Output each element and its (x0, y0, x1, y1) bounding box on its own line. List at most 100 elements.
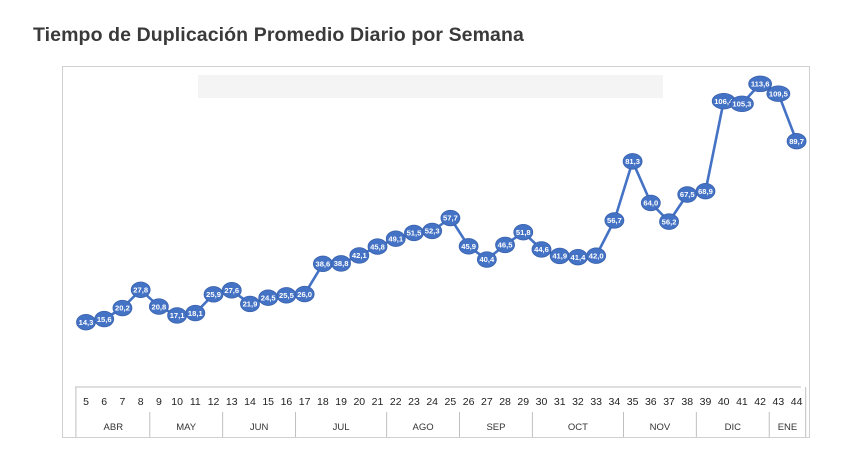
x-tick-label: 17 (299, 396, 311, 408)
data-label: 20,2 (115, 304, 130, 313)
data-point (203, 286, 224, 303)
x-tick-label: 37 (663, 396, 675, 408)
data-label: 27,6 (224, 286, 239, 295)
data-label: 25,5 (279, 291, 295, 300)
data-label: 67,5 (680, 190, 696, 199)
x-tick-label: 42 (754, 396, 766, 408)
data-label: 18,1 (188, 309, 204, 318)
x-tick-label: 20 (353, 396, 365, 408)
x-tick-label: 12 (208, 396, 220, 408)
x-tick-label: 10 (171, 396, 183, 408)
data-point (240, 295, 260, 313)
data-point (640, 194, 661, 212)
month-label: MAY (176, 422, 197, 433)
data-point (331, 255, 351, 272)
data-label: 41,9 (552, 252, 567, 261)
data-label: 109,5 (769, 89, 789, 98)
x-tick-label: 8 (138, 396, 144, 408)
data-point (349, 247, 370, 264)
data-label: 41,4 (571, 253, 587, 262)
data-point (695, 182, 716, 200)
data-label: 45,8 (370, 242, 385, 251)
data-label: 57,7 (443, 214, 458, 223)
data-label: 49,1 (388, 234, 404, 243)
data-label: 21,9 (243, 300, 258, 309)
series-line (85, 82, 798, 324)
x-tick-label: 15 (262, 396, 274, 408)
month-label: JUN (250, 422, 269, 433)
data-point (294, 285, 315, 303)
x-tick-label: 32 (572, 396, 584, 408)
data-point (130, 281, 151, 298)
data-point (476, 251, 497, 268)
data-point (659, 213, 679, 230)
month-label: JUL (333, 422, 350, 433)
x-tick-label: 35 (627, 396, 639, 408)
month-label: DIC (725, 422, 742, 433)
x-tick-label: 7 (120, 396, 126, 408)
data-point (221, 282, 242, 299)
data-label: 24,5 (261, 293, 277, 302)
data-label: 89,7 (789, 137, 804, 146)
data-point (622, 153, 643, 170)
x-tick-label: 30 (536, 396, 548, 408)
x-tick-label: 26 (463, 396, 475, 408)
x-tick-label: 13 (226, 396, 238, 408)
x-tick-label: 28 (499, 396, 511, 408)
data-label: 42,1 (352, 251, 368, 260)
month-label: ENE (778, 422, 798, 433)
data-label: 44,6 (534, 245, 549, 254)
month-label: ABR (104, 422, 124, 433)
data-label: 56,7 (607, 216, 622, 225)
chart-frame: 5 6 7 8 9 10 11 12 13 14 15 16 17 18 19 20 21 22 23 24 25 26 2… (62, 66, 810, 438)
data-point (513, 223, 534, 241)
data-label: 106,4 (714, 97, 734, 106)
month-label: NOV (650, 422, 671, 433)
data-point (422, 222, 443, 240)
data-point (730, 95, 754, 112)
x-tick-label: 16 (281, 396, 293, 408)
x-tick-label: 11 (190, 396, 201, 408)
data-point (766, 85, 791, 102)
data-label: 25,9 (206, 290, 221, 299)
data-label: 38,8 (334, 259, 349, 268)
data-label: 38,6 (315, 260, 330, 269)
data-label: 20,8 (151, 302, 166, 311)
x-tick-label: 36 (645, 396, 657, 408)
data-label: 105,3 (732, 99, 751, 108)
x-tick-label: 14 (244, 396, 256, 408)
x-tick-label: 23 (408, 396, 420, 408)
data-label: 113,6 (751, 80, 770, 89)
x-tick-label: 38 (681, 396, 693, 408)
data-label: 68,9 (698, 187, 713, 196)
x-tick-label: 27 (481, 396, 493, 408)
data-point (786, 133, 807, 150)
x-tick-label: 21 (372, 396, 384, 408)
x-tick-label: 22 (390, 396, 402, 408)
data-point (604, 212, 625, 229)
x-tick-label: 25 (445, 396, 457, 408)
x-tick-label: 18 (317, 396, 329, 408)
data-point (440, 209, 461, 227)
data-point (367, 238, 388, 255)
x-tick-label: 24 (426, 396, 438, 408)
data-label: 52,3 (425, 227, 440, 236)
data-label: 46,5 (498, 241, 514, 250)
data-label: 45,9 (461, 242, 476, 251)
data-point (458, 238, 479, 255)
data-label: 51,5 (407, 229, 423, 238)
data-point (148, 298, 169, 315)
data-label: 15,6 (97, 315, 112, 324)
data-label: 17,1 (170, 311, 186, 320)
month-label: AGO (413, 422, 434, 433)
data-label: 14,3 (79, 318, 94, 327)
x-tick-label: 34 (609, 396, 621, 408)
data-label: 51,8 (516, 228, 531, 237)
data-label: 81,3 (625, 157, 640, 166)
line-chart: 5 6 7 8 9 10 11 12 13 14 15 16 17 18 19 20 21 22 23 24 25 26 2… (75, 75, 807, 437)
x-tick-label: 33 (590, 396, 602, 408)
x-tick-label: 9 (156, 396, 162, 408)
x-tick-label: 31 (554, 396, 566, 408)
x-tick-label: 41 (736, 396, 748, 408)
x-tick-label: 19 (335, 396, 347, 408)
